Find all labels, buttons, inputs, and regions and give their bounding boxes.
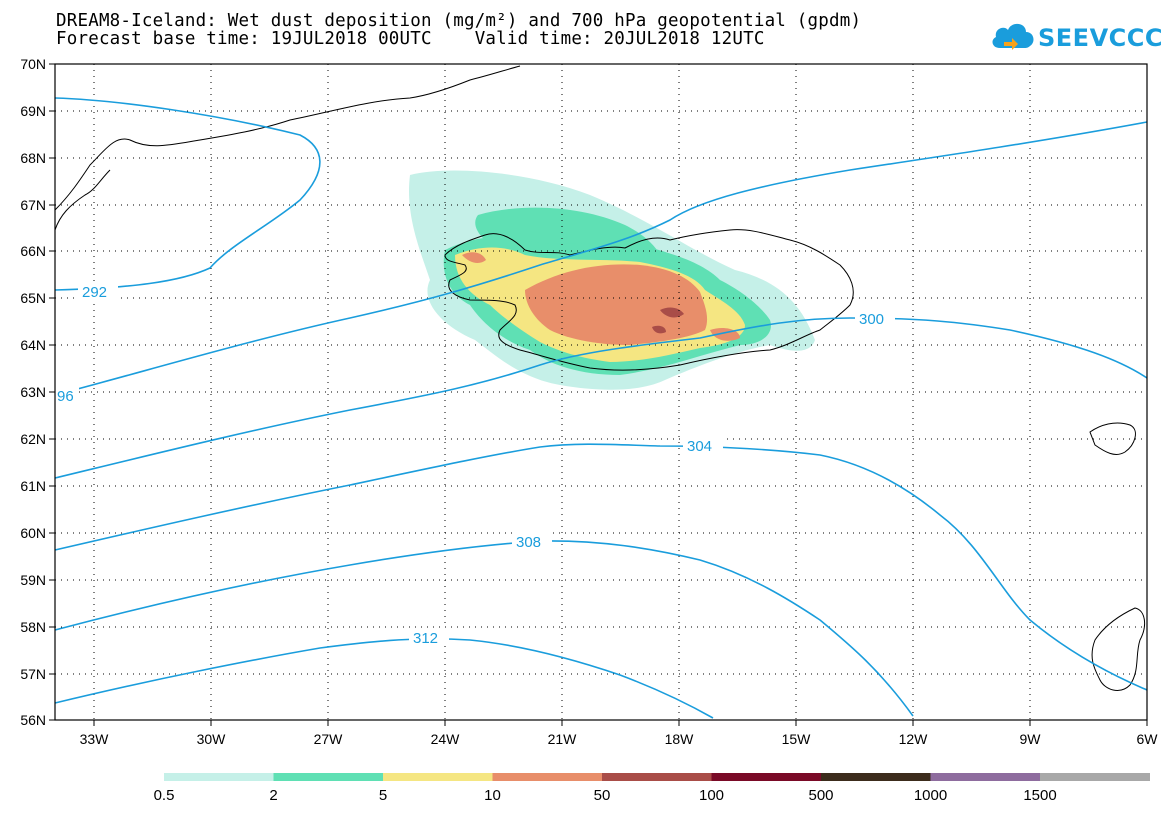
logo-text: SEEVCCC [1038, 24, 1163, 52]
lon-label: 30W [197, 731, 227, 747]
color-legend: 0.5 2 5 10 50 100 500 1000 1500 [154, 773, 1150, 804]
contour-label-308: 308 [516, 534, 541, 551]
legend-label: 1000 [914, 787, 947, 804]
legend-label: 5 [379, 787, 387, 804]
contour-label-312: 312 [413, 630, 438, 647]
lat-label: 60N [20, 525, 46, 541]
seevccc-logo: SEEVCCC [990, 18, 1163, 58]
lon-label: 12W [899, 731, 929, 747]
forecast-time-subtitle: Forecast base time: 19JUL2018 00UTC Vali… [56, 29, 765, 49]
lat-label: 59N [20, 572, 46, 588]
legend-label: 50 [594, 787, 611, 804]
legend-swatch [1040, 773, 1150, 781]
lon-label: 27W [314, 731, 344, 747]
legend-swatch [821, 773, 931, 781]
lat-label: 58N [20, 619, 46, 635]
legend-swatch [711, 773, 822, 781]
lon-label: 9W [1020, 731, 1042, 747]
legend-swatch [930, 773, 1041, 781]
contour-300 [54, 317, 1148, 479]
legend-swatch [492, 773, 603, 781]
lat-label: 66N [20, 243, 46, 259]
lon-label: 24W [431, 731, 461, 747]
lat-label: 70N [20, 56, 46, 72]
lon-label: 33W [80, 731, 110, 747]
cloud-icon [992, 23, 1034, 50]
gridlines [55, 64, 1147, 720]
lon-label: 18W [665, 731, 695, 747]
lat-label: 67N [20, 197, 46, 213]
contour-296 [54, 121, 1148, 396]
lat-label: 56N [20, 712, 46, 728]
lat-label: 62N [20, 431, 46, 447]
lat-label: 69N [20, 103, 46, 119]
lat-label: 68N [20, 150, 46, 166]
lat-label: 63N [20, 384, 46, 400]
legend-label: 0.5 [154, 787, 175, 804]
chart-title: DREAM8-Iceland: Wet dust deposition (mg/… [56, 11, 862, 31]
contour-label-292: 292 [82, 284, 107, 301]
contour-label-304: 304 [687, 438, 712, 455]
lat-label: 57N [20, 666, 46, 682]
contour-label-300: 300 [859, 311, 884, 328]
lon-label: 15W [782, 731, 812, 747]
contour-308 [54, 540, 914, 717]
tick-marks [49, 63, 1148, 726]
lat-label: 61N [20, 478, 46, 494]
legend-swatch [602, 773, 712, 781]
lon-label: 6W [1137, 731, 1159, 747]
legend-label: 2 [269, 787, 277, 804]
lat-label: 65N [20, 290, 46, 306]
legend-swatch [273, 773, 384, 781]
lon-label: 21W [548, 731, 578, 747]
legend-label: 100 [699, 787, 724, 804]
contour-label-296: 96 [57, 388, 74, 405]
contour-292 [54, 97, 321, 291]
legend-label: 500 [808, 787, 833, 804]
legend-label: 10 [484, 787, 501, 804]
dust-deposition-field [409, 170, 815, 390]
legend-swatch [164, 773, 274, 781]
legend-label: 1500 [1023, 787, 1056, 804]
legend-swatch [383, 773, 493, 781]
lat-label: 64N [20, 337, 46, 353]
